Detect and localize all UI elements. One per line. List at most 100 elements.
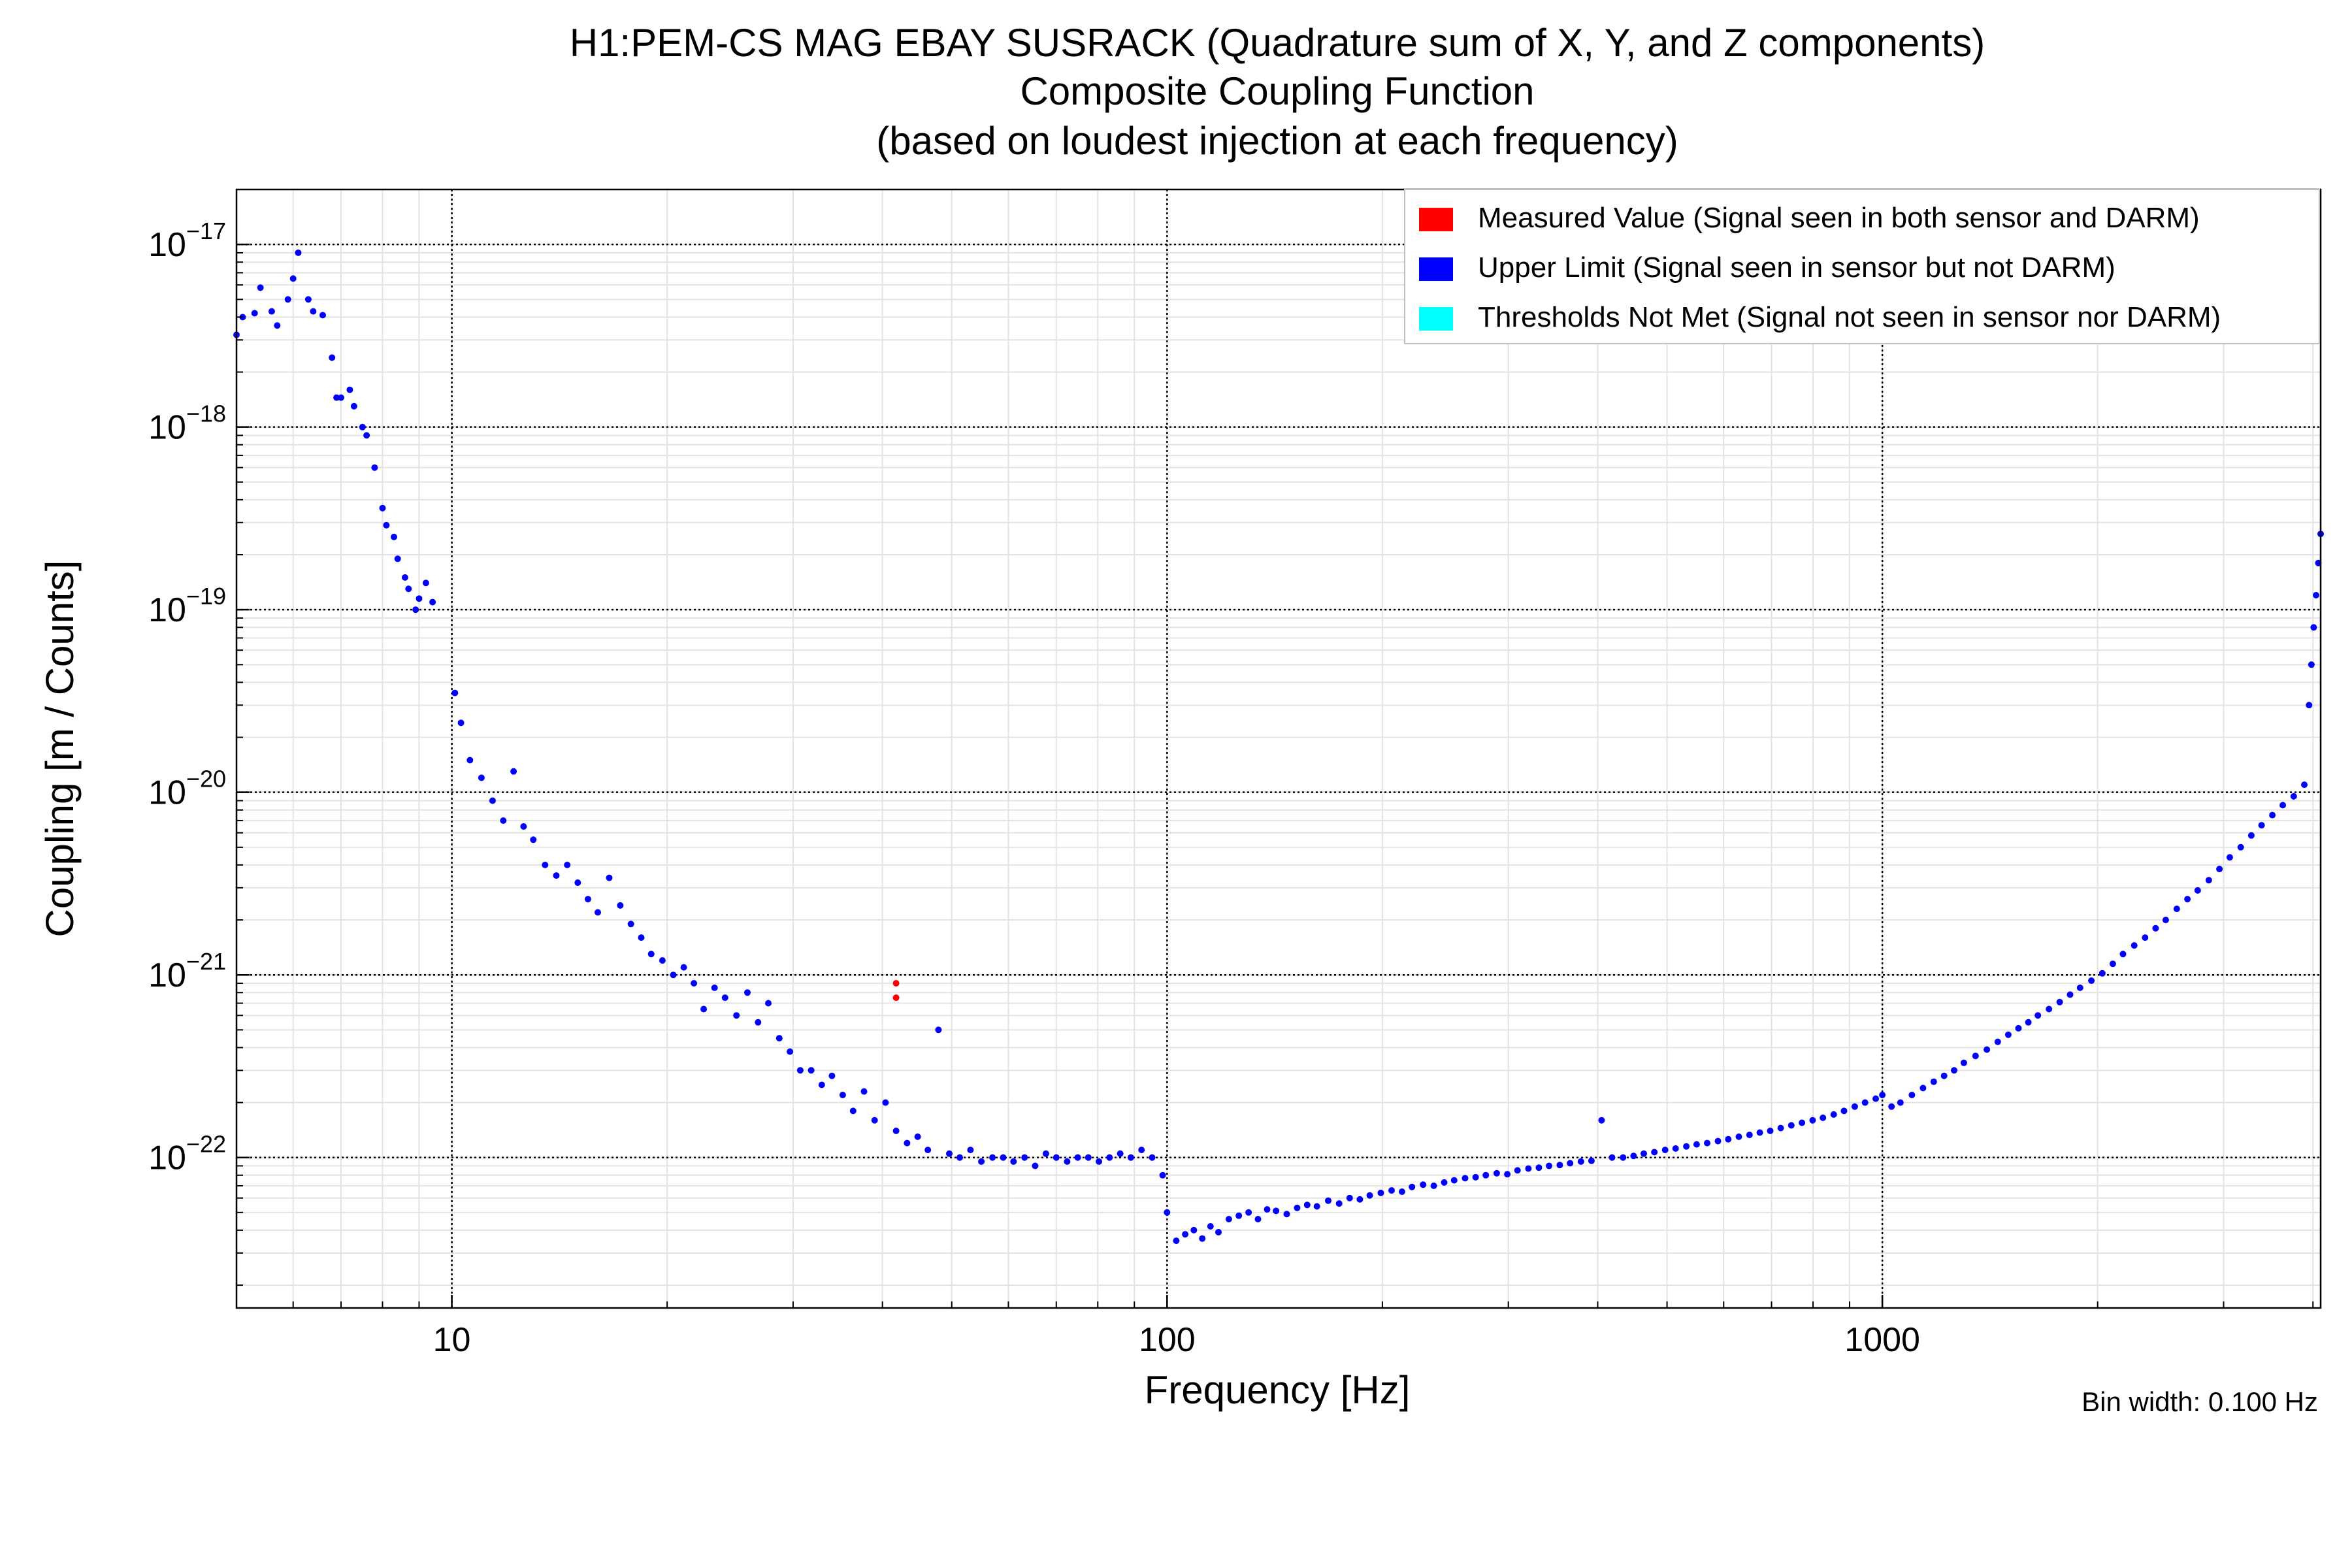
upper-limit-point (2258, 822, 2265, 829)
upper-limit-point (2099, 970, 2106, 977)
upper-limit-point (2205, 877, 2212, 884)
minor-gridlines (237, 189, 2321, 1308)
major-gridlines (237, 189, 2321, 1308)
upper-limit-point (338, 394, 344, 401)
legend-swatch-thresholds (1419, 307, 1453, 331)
upper-limit-point (274, 322, 281, 329)
upper-limit-point (691, 980, 698, 987)
upper-limit-point (1182, 1231, 1189, 1238)
bin-width-note: Bin width: 0.100 Hz (2082, 1386, 2318, 1417)
upper-limit-point (967, 1147, 974, 1154)
upper-limit-point (1930, 1078, 1937, 1085)
upper-limit-point (1313, 1203, 1320, 1210)
upper-limit-point (405, 585, 412, 593)
upper-limit-point (700, 1005, 708, 1013)
upper-limit-point (2226, 854, 2233, 861)
upper-limit-point (1138, 1147, 1145, 1154)
upper-limit-point (1960, 1059, 1967, 1066)
upper-limit-point (1215, 1229, 1222, 1235)
upper-limit-point (1984, 1046, 1991, 1053)
upper-limit-point (1872, 1095, 1879, 1102)
upper-limit-point (371, 464, 378, 471)
upper-limit-point (2066, 991, 2074, 998)
upper-limit-point (1225, 1216, 1232, 1222)
upper-limit-point (401, 574, 408, 581)
measured-point (892, 994, 900, 1002)
upper-limit-point (1746, 1132, 1753, 1139)
upper-limit-point (1609, 1154, 1616, 1161)
measured-point (892, 980, 900, 987)
upper-limit-point (787, 1048, 794, 1055)
upper-limit-point (363, 432, 370, 439)
legend-label-upper-limit: Upper Limit (Signal seen in sensor but n… (1478, 252, 2115, 284)
upper-limit-point (1661, 1147, 1669, 1154)
upper-limit-point (839, 1092, 846, 1098)
upper-limit-point (2310, 624, 2317, 631)
upper-limit-point (1851, 1103, 1858, 1110)
upper-limit-point (849, 1107, 857, 1115)
upper-limit-point (1567, 1160, 1574, 1167)
upper-limit-point (1096, 1158, 1102, 1165)
x-axis-label: Frequency [Hz] (1145, 1368, 1411, 1412)
upper-limit-point (904, 1139, 911, 1147)
upper-limit-point (1482, 1171, 1490, 1179)
upper-limit-point (510, 768, 517, 775)
upper-limit-point (310, 308, 317, 315)
upper-limit-point (1335, 1200, 1343, 1207)
upper-limit-point (478, 774, 485, 781)
upper-limit-point (755, 1019, 762, 1026)
upper-limit-point (542, 861, 549, 868)
upper-limit-point (416, 595, 423, 602)
upper-limit-point (1164, 1209, 1171, 1216)
upper-limit-point (346, 386, 353, 393)
upper-limit-point (394, 555, 401, 563)
y-tick-label: 10−19 (148, 583, 226, 629)
upper-limit-point (638, 934, 645, 941)
upper-limit-point (1127, 1154, 1134, 1161)
upper-limit-point (1879, 1092, 1886, 1098)
upper-limit-point (1951, 1067, 1957, 1074)
legend-box (1404, 189, 2320, 344)
upper-limit-point (946, 1150, 953, 1157)
upper-limit-point (606, 874, 613, 881)
upper-limit-point (1514, 1167, 1521, 1174)
upper-limit-point (808, 1067, 815, 1074)
upper-limit-point (584, 896, 591, 903)
chart-title: H1:PEM-CS MAG EBAY SUSRACK (Quadrature s… (570, 21, 1985, 163)
upper-limit-point (1840, 1107, 1848, 1115)
upper-limit-point (1799, 1119, 1806, 1126)
upper-limit-point (1462, 1175, 1469, 1182)
upper-limit-point (765, 1000, 772, 1007)
legend-swatch-measured (1419, 208, 1453, 231)
upper-limit-point (466, 757, 474, 764)
upper-limit-point (744, 989, 751, 996)
upper-limit-point (1021, 1154, 1028, 1161)
upper-limit-point (860, 1088, 868, 1095)
upper-limit-point (1398, 1188, 1405, 1195)
upper-limit-point (553, 872, 560, 879)
upper-limit-point (1994, 1038, 2001, 1045)
x-tick-label: 1000 (1844, 1321, 1920, 1359)
upper-limit-point (2216, 866, 2223, 873)
upper-limit-point (2034, 1012, 2042, 1019)
upper-limit-point (978, 1158, 985, 1165)
upper-limit-point (1264, 1206, 1271, 1213)
upper-limit-point (1377, 1189, 1384, 1196)
upper-limit-point (1173, 1237, 1180, 1245)
upper-limit-point (1683, 1143, 1690, 1150)
upper-limit-point (1672, 1145, 1679, 1152)
upper-limit-point (1940, 1072, 1948, 1079)
upper-limit-point (2109, 960, 2116, 968)
upper-limit-point (924, 1147, 932, 1154)
y-axis-ticks: 10−17 10−18 10−19 10−20 10−21 10−22 (148, 218, 250, 1286)
legend-swatch-upper-limit (1419, 257, 1453, 281)
y-tick-label: 10−21 (148, 948, 226, 994)
upper-limit-point (1273, 1207, 1280, 1215)
upper-limit-point (647, 951, 655, 958)
upper-limit-point (2046, 1005, 2053, 1013)
upper-limit-point (1830, 1111, 1837, 1118)
upper-limit-point (333, 394, 340, 401)
upper-limit-point (2301, 781, 2308, 789)
legend: Measured Value (Signal seen in both sens… (1404, 189, 2320, 344)
